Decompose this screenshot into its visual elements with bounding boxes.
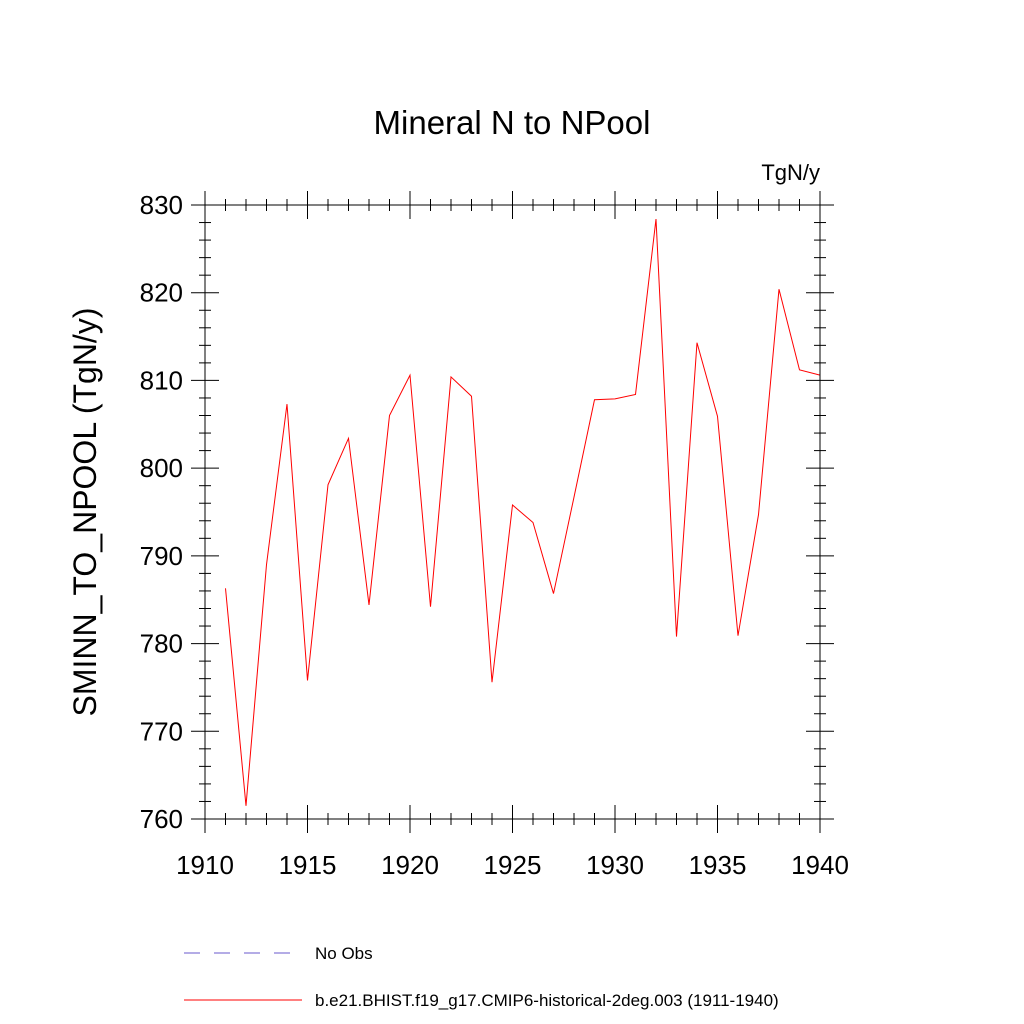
y-tick-label: 800 (140, 453, 183, 483)
major-ticks (191, 191, 834, 833)
y-tick-label: 820 (140, 278, 183, 308)
x-tick-label: 1915 (279, 850, 337, 880)
minor-ticks (199, 199, 826, 825)
units-label: TgN/y (761, 160, 820, 185)
y-tick-label: 790 (140, 541, 183, 571)
x-tick-label: 1935 (689, 850, 747, 880)
y-axis-label: SMINN_TO_NPOOL (TgN/y) (67, 308, 103, 717)
x-tick-label: 1940 (791, 850, 849, 880)
plot-frame (204, 204, 821, 820)
y-tick-label: 830 (140, 190, 183, 220)
legend: No Obs b.e21.BHIST.f19_g17.CMIP6-histori… (184, 944, 779, 1010)
chart-title: Mineral N to NPool (374, 104, 651, 141)
x-tick-label: 1920 (381, 850, 439, 880)
x-tick-labels: 1910 1915 1920 1925 1930 1935 1940 (176, 850, 849, 880)
y-tick-label: 760 (140, 804, 183, 834)
x-tick-label: 1930 (586, 850, 644, 880)
y-tick-label: 780 (140, 629, 183, 659)
x-tick-label: 1910 (176, 850, 234, 880)
legend-model-label: b.e21.BHIST.f19_g17.CMIP6-historical-2de… (315, 991, 779, 1010)
legend-no-obs-label: No Obs (315, 944, 373, 963)
y-tick-label: 770 (140, 716, 183, 746)
series-layer (225, 218, 821, 806)
y-tick-label: 810 (140, 365, 183, 395)
y-tick-labels: 760 770 780 790 800 810 820 830 (140, 190, 183, 834)
x-tick-label: 1925 (484, 850, 542, 880)
series-line-0 (225, 218, 821, 806)
